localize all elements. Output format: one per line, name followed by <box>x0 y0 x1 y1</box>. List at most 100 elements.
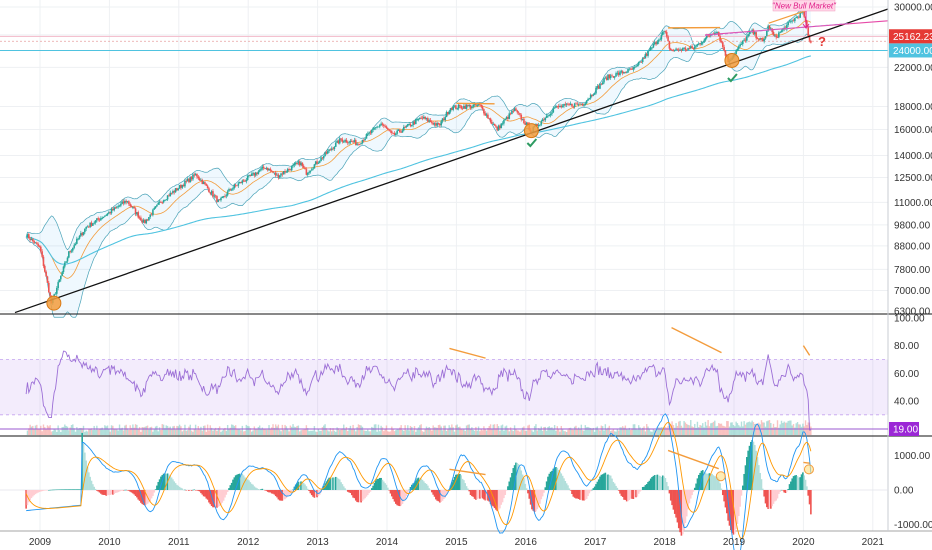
candle-body <box>601 82 604 85</box>
candle-body <box>300 162 302 166</box>
macd-histogram-bar <box>329 477 332 490</box>
volume-bar <box>124 425 126 435</box>
volume-bar <box>73 428 75 435</box>
macd-histogram-bar <box>90 480 93 490</box>
volume-bar <box>29 424 31 435</box>
volume-bar <box>196 429 198 435</box>
candle-body <box>627 68 629 73</box>
candle-body <box>404 126 406 128</box>
macd-histogram-bar <box>552 468 555 490</box>
candle-body <box>539 124 541 126</box>
macd-histogram-bar <box>245 478 248 490</box>
volume-bar <box>573 426 576 435</box>
volume-bar <box>261 427 264 435</box>
candle-body <box>31 238 34 242</box>
volume-bar <box>704 421 707 435</box>
volume-bar <box>603 430 605 435</box>
macd-histogram-bar <box>705 473 708 490</box>
candle-body <box>588 98 591 100</box>
candle-body <box>264 168 266 169</box>
annotation-text: "New Bull Market" <box>772 2 837 11</box>
macd-histogram-bar <box>72 489 74 490</box>
volume-bar <box>228 429 230 435</box>
candle-body <box>345 139 348 143</box>
volume-bar <box>634 424 636 435</box>
candle-body <box>511 110 513 114</box>
volume-bar <box>77 428 79 435</box>
macd-histogram-bar <box>121 490 124 491</box>
candle-body <box>337 140 340 144</box>
long-term-trendline <box>14 8 889 314</box>
candle-body <box>374 127 377 129</box>
macd-histogram-bar <box>305 486 308 490</box>
candle-body <box>693 46 696 49</box>
candle-body <box>324 152 326 157</box>
volume-bar <box>543 427 545 435</box>
candle-body <box>378 125 381 127</box>
volume-bar <box>274 424 277 435</box>
macd-histogram-bar <box>767 490 769 509</box>
candle-body <box>669 48 672 51</box>
macd-histogram-bar <box>684 490 687 524</box>
macd-histogram-bar <box>185 490 188 491</box>
volume-bar <box>471 427 473 435</box>
volume-bar <box>465 425 468 435</box>
candle-body <box>509 113 512 115</box>
macd-histogram-bar <box>643 486 645 490</box>
volume-bar <box>245 424 248 435</box>
volume-bar <box>371 426 373 435</box>
volume-bar <box>154 426 157 435</box>
candle-body <box>779 32 781 34</box>
volume-bar <box>767 420 769 435</box>
macd-histogram-bar <box>130 490 133 493</box>
candle-body <box>340 138 342 140</box>
volume-bar <box>365 430 368 435</box>
candle-body <box>98 219 101 221</box>
volume-bar <box>110 425 113 435</box>
macd-histogram-bar <box>803 475 806 490</box>
volume-bar <box>230 424 233 435</box>
volume-bar <box>140 431 142 435</box>
candle-body <box>503 120 505 124</box>
candle-body <box>609 75 612 79</box>
macd-histogram-bar <box>145 490 148 505</box>
candle-body <box>313 164 316 169</box>
macd-histogram-bar <box>149 490 152 501</box>
macd-histogram-bar <box>376 478 378 490</box>
volume-bar <box>170 428 173 435</box>
macd-histogram-bar <box>248 480 250 490</box>
price-axis: 30000.0026000.0022000.0018000.0016000.00… <box>894 3 932 318</box>
candle-body <box>157 202 160 205</box>
volume-bar <box>547 426 549 435</box>
rsi-value-tag-text: 19.00 <box>893 425 918 436</box>
macd-histogram-bar <box>648 480 651 490</box>
macd-histogram-bar <box>277 490 280 500</box>
macd-histogram-bar <box>500 490 503 505</box>
volume-bar <box>256 428 258 435</box>
candle-body <box>186 178 189 182</box>
low-marker-2009 <box>46 295 62 311</box>
volume-bar <box>521 427 524 435</box>
candle-body <box>348 142 350 144</box>
macd-histogram-bar <box>193 489 196 491</box>
volume-bar <box>44 427 46 435</box>
volume-bar <box>266 429 269 435</box>
candle-body <box>673 49 676 51</box>
volume-bar <box>108 428 110 435</box>
volume-bar <box>659 427 661 435</box>
volume-bar <box>638 425 640 435</box>
volume-bar <box>58 430 61 435</box>
candle-body <box>540 121 543 125</box>
candle-body <box>312 168 314 170</box>
candle-body <box>665 32 668 37</box>
volume-bar <box>148 429 150 435</box>
macd-histogram-bar <box>560 473 563 490</box>
macd-histogram-bar <box>782 490 784 491</box>
candle-body <box>216 196 218 202</box>
candle-body <box>628 68 631 70</box>
candle-body <box>613 76 616 78</box>
volume-bar <box>579 428 581 435</box>
candle-body <box>675 48 677 50</box>
macd-histogram-bar <box>723 490 725 502</box>
